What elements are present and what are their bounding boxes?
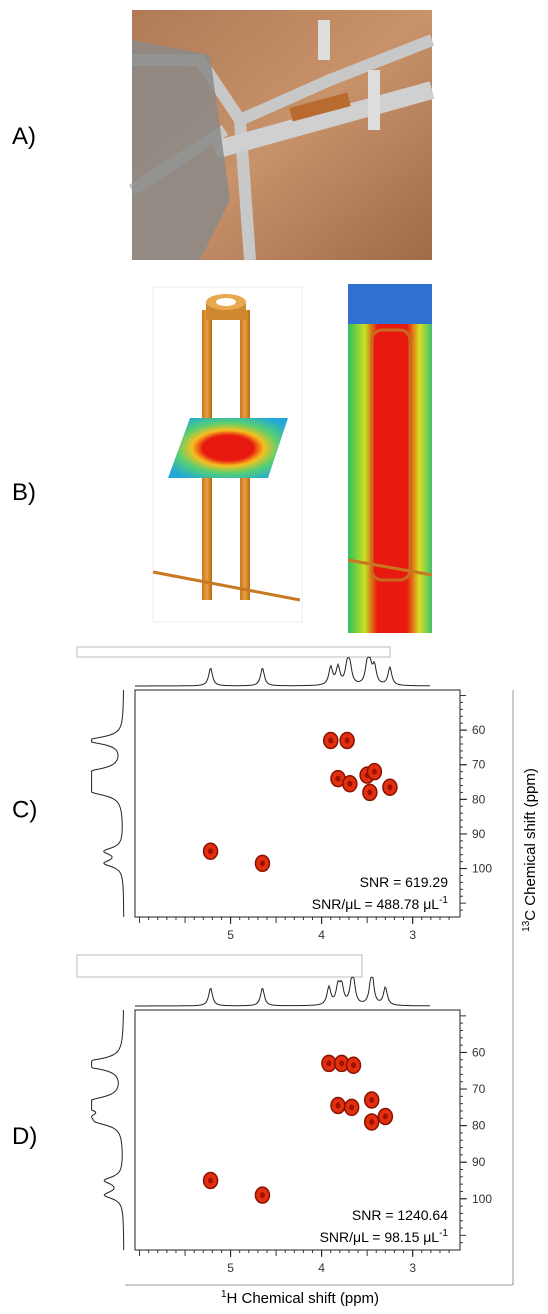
panel-label: A) (12, 123, 36, 150)
panel-label: B) (12, 479, 36, 506)
cross-peak-core (259, 860, 265, 867)
cross-peak-core (259, 1192, 265, 1199)
x-axis-title: 1H Chemical shift (ppm) (221, 1289, 379, 1307)
superscript: 1 (221, 1289, 227, 1300)
plot-frame (134, 689, 461, 918)
cross-peak-core (371, 768, 377, 775)
y-tick-label: 60 (472, 1045, 486, 1059)
snr-per-ul-text: SNR/μL = 98.15 μL (320, 1229, 440, 1245)
cross-peak-core (344, 737, 350, 744)
y-axis-title: 13C Chemical shift (ppm) (521, 768, 539, 932)
cross-peak-core (347, 780, 353, 787)
placeholder-bar (76, 954, 363, 978)
panel-label: D) (12, 1123, 37, 1150)
superscript: -1 (439, 1228, 448, 1239)
y-tick-label: 100 (472, 1192, 492, 1206)
cross-peak-core (328, 737, 334, 744)
cross-peak-core (382, 1113, 388, 1120)
cross-peak-core (208, 848, 214, 855)
axis-title-text: H Chemical shift (ppm) (227, 1290, 380, 1307)
snr-label: SNR = 619.29 (360, 874, 449, 890)
snr-per-ul-text: SNR/μL = 488.78 μL (312, 896, 440, 912)
snr-per-ul-label: SNR/μL = 98.15 μL-1 (320, 1228, 449, 1245)
projection-1h (135, 976, 430, 1007)
y-tick-label: 80 (472, 1119, 486, 1133)
snr-per-ul-label: SNR/μL = 488.78 μL-1 (312, 895, 449, 912)
cross-peak-core (335, 1102, 341, 1109)
render-b-left (152, 286, 303, 623)
axis-title-text: C Chemical shift (ppm) (522, 768, 539, 921)
x-tick-label: 5 (227, 928, 234, 942)
x-tick-label: 5 (227, 1261, 234, 1275)
cross-peak-core (350, 1062, 356, 1069)
y-tick-label: 80 (472, 792, 486, 806)
projection-1h (135, 656, 430, 687)
cross-peak-core (367, 789, 373, 796)
cross-peak-core (335, 775, 341, 782)
superscript: 13 (521, 920, 532, 932)
y-tick-label: 70 (472, 1082, 486, 1096)
placeholder-bar (76, 646, 391, 658)
snr-label: SNR = 1240.64 (352, 1207, 448, 1223)
cross-peak-core (387, 784, 393, 791)
y-tick-label: 100 (472, 862, 492, 876)
y-tick-label: 60 (472, 723, 486, 737)
cross-peak-core (326, 1060, 332, 1067)
x-tick-label: 3 (409, 928, 416, 942)
cross-peak-core (369, 1097, 375, 1103)
projection-13c (91, 1010, 125, 1250)
y-tick-label: 90 (472, 1155, 486, 1169)
cross-peak-core (369, 1118, 375, 1125)
panel-label: C) (12, 797, 37, 824)
projection-13c (91, 690, 125, 917)
cross-peak-core (349, 1104, 355, 1111)
superscript: -1 (439, 895, 448, 906)
photo-a (128, 10, 435, 261)
render-b-right (347, 284, 433, 633)
cross-peak-core (339, 1060, 345, 1067)
y-tick-label: 70 (472, 758, 486, 772)
x-tick-label: 4 (318, 1261, 325, 1275)
plot-frame (134, 1009, 461, 1251)
x-tick-label: 4 (318, 928, 325, 942)
cross-peak-core (208, 1177, 214, 1184)
y-tick-label: 90 (472, 827, 486, 841)
x-tick-label: 3 (409, 1261, 416, 1275)
